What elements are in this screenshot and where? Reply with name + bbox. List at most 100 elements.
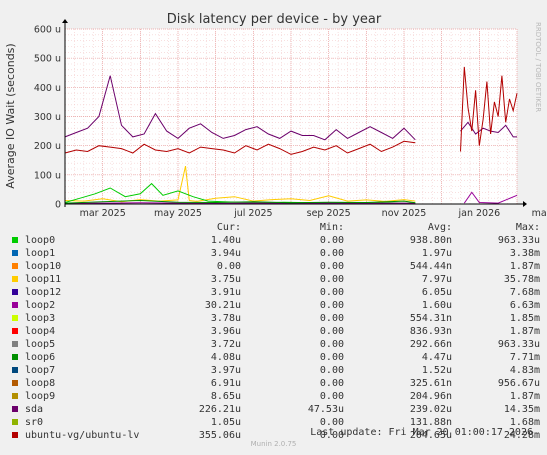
y-tick-label: 100 u [34,170,61,181]
legend-max: 1.68m [509,416,540,428]
legend-cur: 4.08u [210,351,241,363]
x-tick-label: may 2025 [154,208,202,219]
legend-color-swatch [12,367,18,373]
series-group [64,66,518,204]
legend-name: loop3 [25,312,56,324]
legend-row: loop11 3.75u 0.00 7.97u 35.78m [12,273,540,286]
series-line-ubuntu-vg-ubuntu-lv [64,66,518,155]
legend-color-swatch [12,276,18,282]
legend-cur: 3.96u [210,325,241,337]
series-line-loop6 [64,199,416,204]
legend-swatch [12,429,21,442]
legend-name: loop5 [25,338,56,350]
legend-max: 35.78m [503,273,540,285]
legend-cur: 3.75u [210,273,241,285]
legend-min: 0.00 [319,312,344,324]
legend-cur: 8.65u [210,390,241,402]
legend-avg: 204.65u [409,429,452,441]
legend-cur: 1.40u [210,234,241,246]
legend-max: 14.35m [503,403,540,415]
legend-swatch [12,273,21,286]
legend-swatch [12,286,21,299]
legend-name: loop10 [25,260,62,272]
legend-avg: 836.93n [409,325,452,337]
legend-max: 1.87m [509,260,540,272]
legend-swatch [12,416,21,429]
legend-avg: 131.88n [409,416,452,428]
legend-cur: 3.72u [210,338,241,350]
legend-max: 6.63m [509,299,540,311]
legend-min: 0.00 [319,260,344,272]
legend-name: loop8 [25,377,56,389]
legend-color-swatch [12,419,18,425]
legend-max: 1.85m [509,312,540,324]
legend-avg: 292.66n [409,338,452,350]
legend-cur: 3.94u [210,247,241,259]
y-axis-label: Average IO Wait (seconds) [4,43,17,188]
legend-swatch [12,312,21,325]
legend-row: loop8 6.91u 0.00 325.61n 956.67u [12,377,540,390]
x-axis-arrow [523,201,527,207]
legend-table: Cur: Min: Avg: Max: loop0 1.40u 0.00 938.80… [12,222,540,442]
legend-row: loop12 3.91u 0.00 6.05u 7.68m [12,286,540,299]
legend-max: 24.28m [503,429,540,441]
legend-name: loop6 [25,351,56,363]
last-update: Last update: Fri Mar 20 01:00:17 2026 [310,427,533,438]
legend-color-swatch [12,250,18,256]
legend-max: 3.38m [509,247,540,259]
legend-color-swatch [12,302,18,308]
legend-name: loop0 [25,234,56,246]
legend-max: 7.71m [509,351,540,363]
y-tick-label: 500 u [34,54,61,65]
legend-cur: 355.06u [198,429,241,441]
legend-name: ubuntu-vg/ubuntu-lv [25,429,140,441]
legend-color-swatch [12,380,18,386]
legend-swatch [12,247,21,260]
axes [62,19,527,207]
legend-max: 1.87m [509,325,540,337]
legend-name: sda [25,403,44,415]
legend-color-swatch [12,289,18,295]
y-axis-arrow [62,19,68,23]
legend-cur: 30.21u [204,299,241,311]
legend-min: 0.00 [319,286,344,298]
legend-row: loop10 0.00 0.00 544.44n 1.87m [12,260,540,273]
chart: Disk latency per device - by year Averag… [4,12,547,219]
chart-title: Disk latency per device - by year [167,12,382,27]
legend-name: loop12 [25,286,62,298]
legend-cur: 1.05u [210,416,241,428]
x-tick-label: nov 2025 [382,208,427,219]
x-tick-label: sep 2025 [307,208,351,219]
legend-min: 0.00 [319,429,344,441]
munin-version: Munin 2.0.75 [250,440,297,448]
x-tick-label: mar 2025 [80,208,126,219]
legend-swatch [12,377,21,390]
legend-row: loop5 3.72u 0.00 292.66n 963.33u [12,338,540,351]
legend-name: loop7 [25,364,56,376]
legend-min: 0.00 [319,338,344,350]
legend-row: sr0 1.05u 0.00 131.88n 1.68m [12,416,540,429]
legend-max: 4.83m [509,364,540,376]
legend-row: loop9 8.65u 0.00 204.96n 1.87m [12,390,540,403]
legend-cur: 3.91u [210,286,241,298]
legend-min: 0.00 [319,234,344,246]
legend-avg: 1.97u [421,247,452,259]
legend-min: 0.00 [319,351,344,363]
legend-avg: 544.44n [409,260,452,272]
legend-avg: 239.02u [409,403,452,415]
x-tick-label: jul 2025 [233,208,273,219]
legend-min: 0.00 [319,273,344,285]
legend-swatch [12,403,21,416]
legend-max: 963.33u [497,338,540,350]
legend-max: 7.68m [509,286,540,298]
legend-max: 956.67u [497,377,540,389]
legend-min: 47.53u [307,403,344,415]
legend-swatch [12,338,21,351]
legend-swatch [12,390,21,403]
legend-max: 1.87m [509,390,540,402]
legend-swatch [12,364,21,377]
legend-cur: 0.00 [216,260,241,272]
legend-name: loop2 [25,299,56,311]
y-tick-label: 200 u [34,141,61,152]
legend-avg: 325.61n [409,377,452,389]
